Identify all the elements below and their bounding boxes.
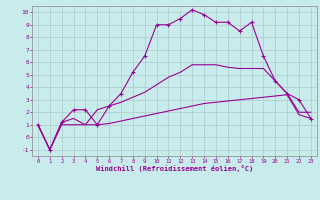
X-axis label: Windchill (Refroidissement éolien,°C): Windchill (Refroidissement éolien,°C) bbox=[96, 165, 253, 172]
